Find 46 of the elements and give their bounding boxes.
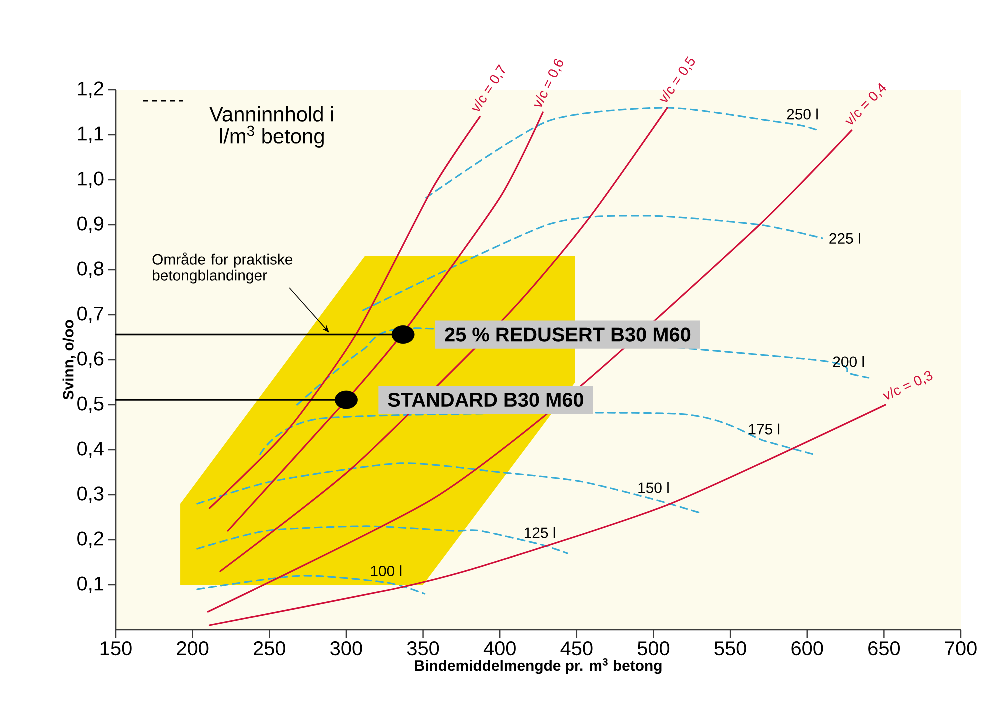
x-tick-label: 500 [638,642,670,656]
line-series [196,575,426,595]
x-tick-label: 700 [945,642,977,656]
x-tick-label: 250 [254,642,286,656]
y-tick-label: 0,6 [78,352,104,368]
y-tick-label: 0,1 [78,576,104,594]
annotation: 225 l [830,232,860,244]
x-tick-label: 650 [868,642,900,656]
legend-title: Vanninnhold i l/m$^{3}$ betong [210,106,334,148]
x-tick-label: 550 [714,642,746,656]
x-tick-label: 400 [484,642,516,656]
text: v/c = 0,6 [534,59,564,107]
y-tick-label: 0,2 [78,532,104,548]
annotation: 150 l [638,482,669,494]
annotation: 125 l [524,527,556,538]
text: v/c = 0,7 [472,64,506,112]
line-series [362,215,824,312]
y-tick-label: 0,9 [78,216,104,234]
x-tick-label: 450 [560,642,593,656]
y-tick-label: 0,5 [78,396,104,414]
y-tick-label: 0,4 [78,442,104,458]
annotation: 175 l [749,424,780,435]
text: v/c = 0,5 [660,56,695,102]
y-tick-label: 0,8 [78,262,104,278]
x-tick-label: 350 [407,642,440,656]
y-tick-label: 1,1 [78,126,104,144]
annotation: Område for praktiske betongblandinger [152,252,293,284]
x-tick-label: 300 [330,642,362,656]
line-series [196,526,568,554]
text: v/c = 0,4 [845,83,886,125]
text: v/c = 0,3 [882,371,933,400]
x-tick-label: 200 [177,642,209,656]
y-axis-title: Svinn, o/oo [62,320,76,400]
x-tick-label: 600 [792,642,824,656]
annotation: 200 l [833,356,864,368]
y-tick-label: 0,3 [78,486,104,504]
y-tick-label: 0,7 [78,306,104,324]
x-tick-label: 150 [100,642,132,656]
annotation: 25 % REDUSERT B30 M60 [445,328,691,342]
y-tick-label: 1,0 [78,172,104,188]
y-tick-label: 1,2 [78,82,104,98]
line-series [196,462,701,514]
x-axis-title: Bindemiddelmengde pr. m$^{3}$ betong [415,658,662,674]
annotation: 250 l [787,108,818,120]
annotation: 100 l [371,566,402,577]
annotation: STANDARD B30 M60 [388,392,584,408]
